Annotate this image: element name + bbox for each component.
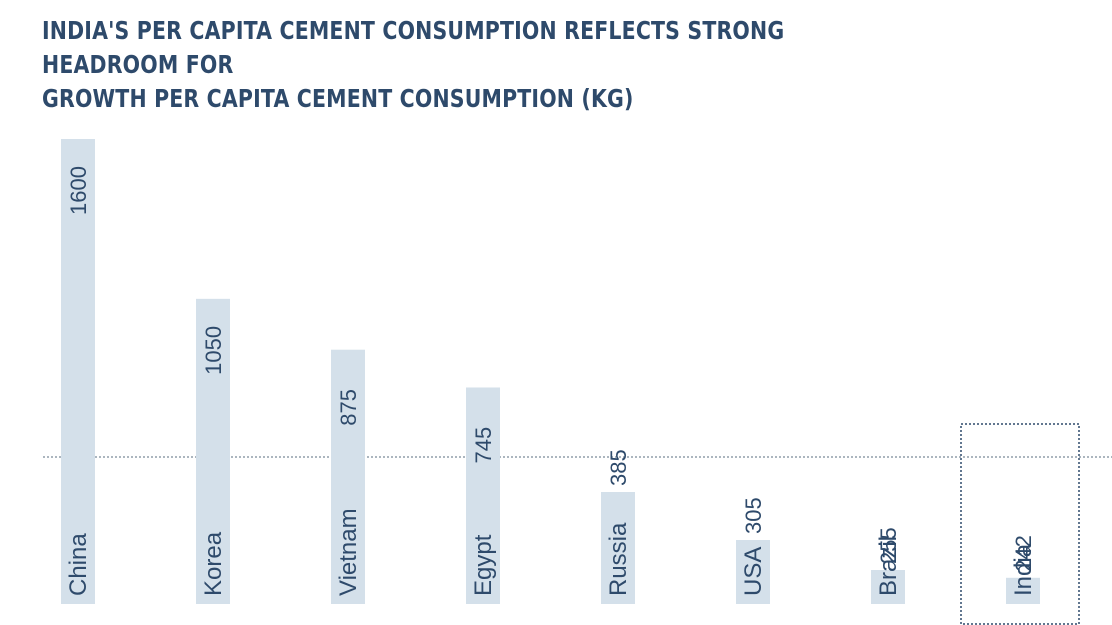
bar-india	[1006, 577, 1040, 604]
category-label-korea: Korea	[200, 531, 227, 596]
value-label-china: 1600	[66, 166, 91, 215]
value-label-korea: 1050	[201, 326, 226, 375]
value-label-brazil: 255	[876, 527, 901, 564]
bar-korea	[196, 298, 230, 604]
chart-title-line-1: India's per capita cement consumption re…	[42, 16, 785, 79]
bar-egypt	[466, 387, 500, 604]
bar-china	[61, 139, 95, 604]
chart-title: India's per capita cement consumption re…	[42, 14, 911, 116]
highlight-box-india	[960, 423, 1080, 625]
category-label-india: India	[1010, 543, 1037, 596]
bar-usa	[736, 540, 770, 604]
category-label-egypt: Egypt	[470, 534, 497, 596]
category-label-china: China	[65, 533, 92, 596]
value-label-egypt: 745	[471, 427, 496, 464]
bar-vietnam	[331, 349, 365, 604]
value-label-india: 242	[1011, 535, 1036, 572]
value-label-usa: 305	[741, 497, 766, 534]
category-label-usa: USA	[740, 547, 767, 596]
category-label-vietnam: Vietnam	[335, 508, 362, 596]
value-label-russia: 385	[606, 449, 631, 486]
category-label-russia: Russia	[605, 522, 632, 596]
category-label-brazil: Brazil	[875, 536, 902, 596]
chart-title-line-2: growth Per capita cement consumption (kg…	[42, 84, 634, 113]
value-label-vietnam: 875	[336, 389, 361, 426]
bar-russia	[601, 492, 635, 604]
bar-brazil	[871, 570, 905, 604]
